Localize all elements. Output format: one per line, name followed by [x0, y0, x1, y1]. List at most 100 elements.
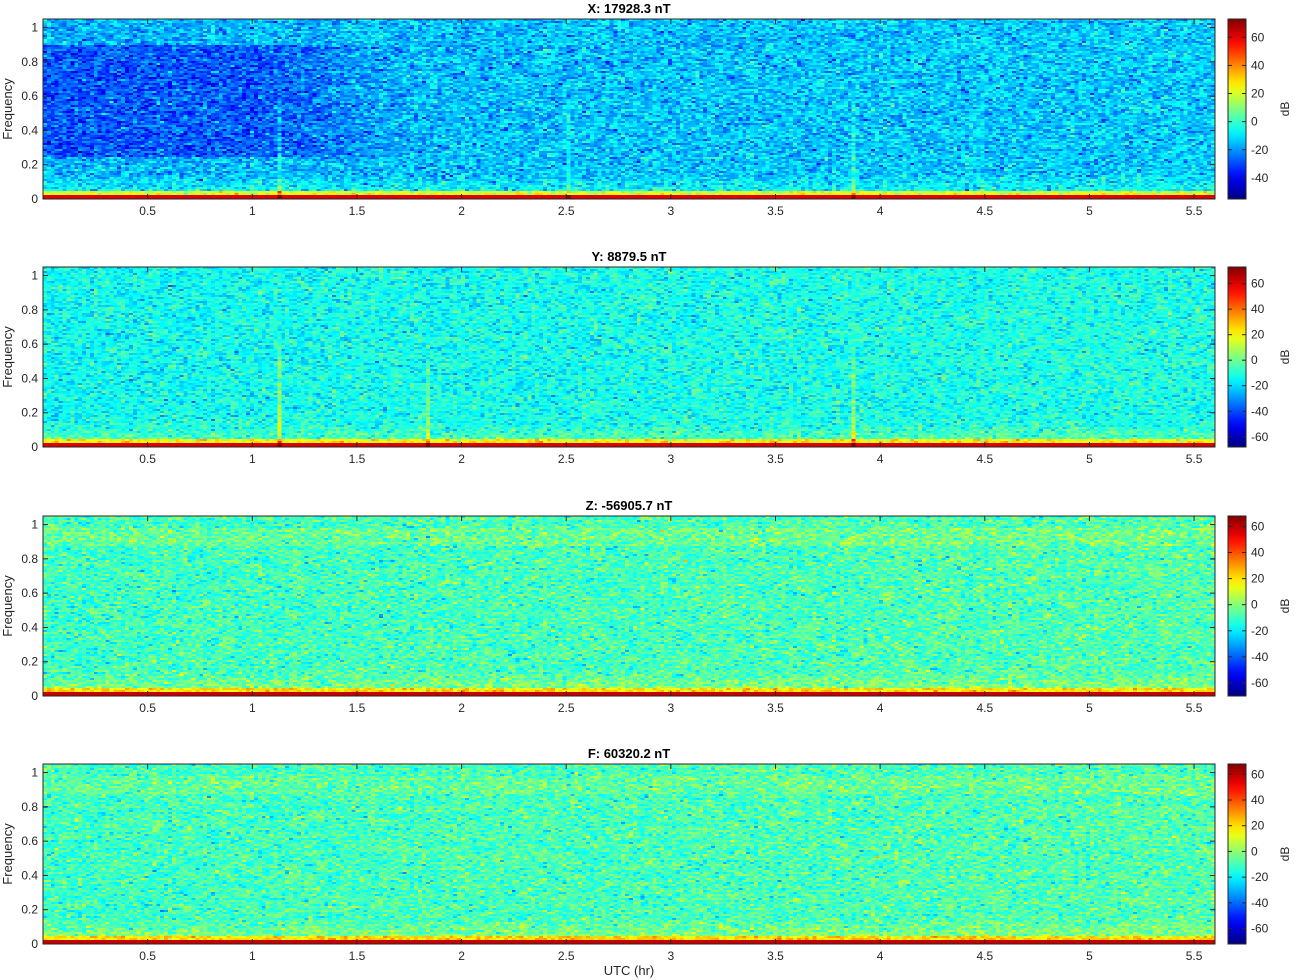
y-axis-label: Frequency: [0, 823, 15, 885]
y-tick-label: 0.6: [21, 586, 38, 600]
x-tick-label: 1: [249, 701, 256, 715]
y-tick-label: 0.8: [21, 55, 38, 69]
colorbar-tick-label: 40: [1251, 546, 1265, 560]
y-tick-label: 0.4: [21, 371, 38, 385]
y-tick-label: 0.6: [21, 834, 38, 848]
x-tick-label: 2: [458, 204, 465, 218]
colorbar-label: dB: [1278, 350, 1292, 365]
x-tick-label: 0.5: [139, 452, 156, 466]
colorbar-tick-label: 0: [1251, 598, 1258, 612]
y-tick-label: 0.8: [21, 303, 38, 317]
x-tick-label: 2.5: [558, 204, 575, 218]
colorbar-tick-label: -40: [1251, 171, 1269, 185]
x-tick-label: 3.5: [767, 452, 784, 466]
x-tick-label: 3: [668, 204, 675, 218]
x-tick-label: 1: [249, 452, 256, 466]
x-tick-label: 4.5: [976, 452, 993, 466]
x-tick-label: 5.5: [1186, 452, 1203, 466]
y-tick-label: 0.6: [21, 337, 38, 351]
y-tick-label: 0.2: [21, 903, 38, 917]
x-tick-label: 2.5: [558, 701, 575, 715]
x-tick-label: 2.5: [558, 452, 575, 466]
y-tick-label: 0: [31, 689, 38, 703]
axes-box: [42, 266, 1216, 448]
y-axis-label: Frequency: [0, 326, 15, 388]
y-tick-label: 1: [31, 269, 38, 283]
colorbar-tick-label: -60: [1251, 430, 1269, 444]
y-tick-label: 1: [31, 21, 38, 35]
colorbar-tick-label: -40: [1251, 896, 1269, 910]
x-tick-label: 4.5: [976, 204, 993, 218]
x-tick-label: 4: [877, 452, 884, 466]
colorbar-tick-label: 20: [1251, 328, 1265, 342]
spectrogram-panel: Y: 8879.5 nT 0.5 1 1.5 2 2.5 3 3.5 4 4.5 5 5.5 0 0.2 0…: [0, 249, 1292, 466]
colorbar-tick-label: 0: [1251, 353, 1258, 367]
x-tick-label: 3.5: [767, 204, 784, 218]
x-tick-label: 5.5: [1186, 204, 1203, 218]
panel-title: F: 60320.2 nT: [588, 746, 670, 761]
colorbar-tick-label: 20: [1251, 87, 1265, 101]
colorbar-tick-label: 40: [1251, 58, 1265, 72]
colorbar-tick-label: 40: [1251, 302, 1265, 316]
colorbar-tick-label: -20: [1251, 143, 1269, 157]
y-tick-label: 0.4: [21, 620, 38, 634]
x-tick-label: 2: [458, 949, 465, 963]
x-tick-label: 1: [249, 949, 256, 963]
colorbar-tick-label: 20: [1251, 572, 1265, 586]
x-tick-label: 5.5: [1186, 701, 1203, 715]
colorbar-tick-label: -40: [1251, 650, 1269, 664]
y-tick-label: 0.8: [21, 552, 38, 566]
y-tick-label: 0.6: [21, 89, 38, 103]
colorbar-label: dB: [1278, 599, 1292, 614]
x-tick-label: 0.5: [139, 701, 156, 715]
colorbar-tick-label: -20: [1251, 379, 1269, 393]
x-tick-label: 1.5: [349, 949, 366, 963]
spectrogram-image: [43, 764, 1215, 944]
x-tick-label: 3.5: [767, 949, 784, 963]
y-tick-label: 0.2: [21, 655, 38, 669]
x-tick-label: 4.5: [976, 701, 993, 715]
colorbar-tick-label: 20: [1251, 819, 1265, 833]
x-tick-label: 3: [668, 949, 675, 963]
colorbar-tick-label: 0: [1251, 844, 1258, 858]
colorbar: [1227, 18, 1247, 200]
x-tick-label: 5: [1086, 949, 1093, 963]
colorbar: [1227, 266, 1247, 448]
x-tick-label: 4: [877, 204, 884, 218]
x-tick-label: 0.5: [139, 204, 156, 218]
x-tick-label: 1.5: [349, 204, 366, 218]
x-tick-label: 0.5: [139, 949, 156, 963]
spectrogram-panel: F: 60320.2 nT 0.5 1 1.5 2 2.5 3 3.5 4 4.5 5 5.5 0 0.2…: [0, 746, 1292, 978]
colorbar-label: dB: [1278, 847, 1292, 862]
colorbar-tick-label: -60: [1251, 922, 1269, 936]
x-tick-label: 3: [668, 452, 675, 466]
colorbar-tick-label: 0: [1251, 115, 1258, 129]
y-tick-label: 0: [31, 937, 38, 951]
spectrogram-image: [43, 267, 1215, 447]
x-tick-label: 1: [249, 204, 256, 218]
y-tick-label: 1: [31, 766, 38, 780]
spectrogram-image: [43, 516, 1215, 696]
y-tick-label: 0.2: [21, 158, 38, 172]
y-tick-label: 0.4: [21, 868, 38, 882]
axes-box: [42, 763, 1216, 945]
panel-title: Z: -56905.7 nT: [586, 498, 673, 513]
colorbar: [1227, 763, 1247, 945]
colorbar-tick-label: -60: [1251, 676, 1269, 690]
y-tick-label: 0: [31, 192, 38, 206]
colorbar-tick-label: 60: [1251, 277, 1265, 291]
x-tick-label: 3.5: [767, 701, 784, 715]
y-tick-label: 0.4: [21, 123, 38, 137]
x-tick-label: 5: [1086, 204, 1093, 218]
spectrogram-panel: Z: -56905.7 nT 0.5 1 1.5 2 2.5 3 3.5 4 4.5 5 5.5 0 0.…: [0, 498, 1292, 715]
x-tick-label: 3: [668, 701, 675, 715]
colorbar-tick-label: 40: [1251, 793, 1265, 807]
x-tick-label: 4: [877, 949, 884, 963]
colorbar: [1227, 515, 1247, 697]
x-tick-label: 1.5: [349, 452, 366, 466]
colorbar-tick-label: 60: [1251, 767, 1265, 781]
colorbar-tick-label: -20: [1251, 624, 1269, 638]
x-tick-label: 5: [1086, 701, 1093, 715]
x-tick-label: 5: [1086, 452, 1093, 466]
